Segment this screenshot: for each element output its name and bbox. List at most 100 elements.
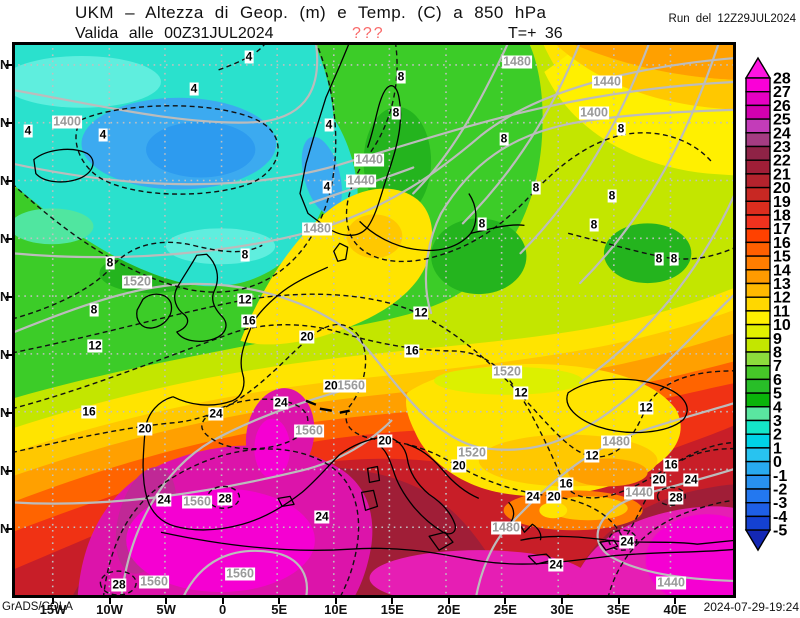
x-tick-label: 30E	[550, 602, 574, 617]
colorbar-arrow-top	[744, 56, 772, 79]
x-tick-label: 15E	[380, 602, 404, 617]
colorbar-box	[745, 91, 771, 107]
x-tick	[617, 598, 620, 604]
colorbar-box	[745, 296, 771, 312]
x-tick-label: 15W	[39, 602, 67, 617]
colorbar-label: 2	[773, 427, 782, 444]
y-tick-label: N	[0, 521, 10, 536]
map-border	[12, 42, 736, 598]
colorbar-label: 14	[773, 262, 791, 279]
colorbar-label: 20	[773, 180, 791, 197]
y-tick	[6, 64, 12, 66]
colorbar-box	[745, 132, 771, 148]
x-tick-label: 35E	[606, 602, 631, 617]
colorbar-box	[745, 214, 771, 230]
x-tick-label: 25E	[493, 602, 517, 617]
x-tick-label: 5E	[271, 602, 288, 617]
height-contours	[12, 42, 736, 598]
y-tick-label: N	[0, 57, 10, 72]
y-tick-label: N	[0, 231, 10, 246]
x-tick	[278, 598, 281, 604]
run-label: Run del 12Z29JUL2024	[668, 13, 796, 25]
x-tick-label: 5W	[156, 602, 176, 617]
colorbar-label: 25	[773, 112, 791, 129]
colorbar-box	[745, 515, 771, 531]
y-tick-label: N	[0, 347, 10, 362]
colorbar-label: 26	[773, 98, 791, 115]
colorbar-label: 13	[773, 276, 791, 293]
y-tick-label: N	[0, 405, 10, 420]
colorbar-box	[745, 145, 771, 161]
colorbar-box	[745, 269, 771, 285]
colorbar-box	[745, 159, 771, 175]
colorbar-label: -3	[773, 495, 787, 512]
colorbar-box	[745, 488, 771, 504]
temperature-contours	[12, 42, 736, 598]
temperature-colorbar: 28 27 26 25 24 23 22 21 20 19 18 17 16 15 14 13 12 11 10 9 8…	[740, 50, 800, 570]
x-tick	[108, 598, 111, 604]
y-tick	[6, 470, 12, 472]
x-tick	[221, 598, 224, 604]
grads-credit: GrADS/COLA	[2, 601, 73, 613]
colorbar-label: -2	[773, 482, 787, 499]
colorbar-label: 9	[773, 331, 782, 348]
x-tick-label: 0	[219, 602, 227, 617]
y-tick	[6, 412, 12, 414]
x-tick-label: 10W	[96, 602, 123, 617]
x-tick-label: 10E	[324, 602, 348, 617]
colorbar-svg: 2827262524232221201918171615141312111098…	[744, 56, 791, 552]
colorbar-box	[745, 460, 771, 477]
y-tick	[6, 180, 12, 182]
x-tick	[391, 598, 394, 604]
colorbar-label: 24	[773, 125, 791, 142]
page-title: UKM – Altezza di Geop. (m) e Temp. (C) a…	[75, 3, 547, 22]
x-tick	[447, 598, 450, 604]
colorbar-label: 18	[773, 208, 791, 225]
map-panel	[12, 42, 736, 598]
x-tick	[560, 598, 563, 604]
colorbar-box	[745, 447, 771, 463]
colorbar-label: 17	[773, 221, 791, 238]
colorbar-box	[745, 406, 771, 422]
colorbar-label: 11	[773, 303, 790, 320]
colorbar-label: 4	[773, 399, 782, 416]
y-tick-label: N	[0, 115, 10, 130]
colorbar-box	[745, 310, 771, 326]
x-tick	[674, 598, 677, 604]
colorbar-label: 7	[773, 358, 782, 375]
colorbar-label: -4	[773, 509, 787, 526]
colorbar-label: 12	[773, 290, 791, 307]
y-tick-label: N	[0, 289, 10, 304]
creation-timestamp: 2024-07-29-19:24	[703, 600, 799, 614]
colorbar-box	[745, 255, 771, 271]
colorbar-box	[745, 337, 771, 353]
valid-time-label: Valida alle 00Z31JUL2024	[75, 25, 274, 42]
colorbar-label: 3	[773, 413, 782, 430]
colorbar-box	[745, 282, 771, 298]
y-tick	[6, 354, 12, 356]
colorbar-label: 19	[773, 194, 791, 211]
x-tick-label: 40E	[663, 602, 687, 617]
colorbar-box	[745, 365, 771, 381]
colorbar-label: -5	[773, 523, 787, 540]
colorbar-box	[745, 502, 771, 518]
colorbar-box	[745, 392, 771, 408]
colorbar-label: -1	[773, 468, 787, 485]
x-tick	[504, 598, 507, 604]
colorbar-label: 28	[773, 71, 791, 88]
colorbar-label: 1	[773, 440, 782, 457]
colorbar-label: 23	[773, 139, 791, 156]
y-tick-label: N	[0, 463, 10, 478]
y-tick	[6, 238, 12, 240]
colorbar-box	[745, 351, 771, 367]
colorbar-box	[745, 433, 771, 449]
colorbar-label: 22	[773, 153, 791, 170]
x-tick	[52, 598, 54, 604]
colorbar-box	[745, 323, 771, 340]
colorbar-box	[745, 173, 771, 189]
y-tick	[6, 528, 12, 530]
colorbar-box	[745, 200, 771, 216]
x-tick	[334, 598, 337, 604]
y-tick-label: N	[0, 173, 10, 188]
